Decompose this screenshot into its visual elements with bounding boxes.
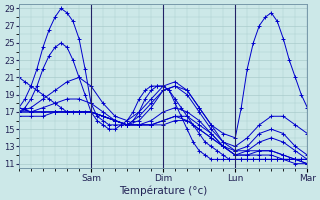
X-axis label: Température (°c): Température (°c) [119,185,207,196]
